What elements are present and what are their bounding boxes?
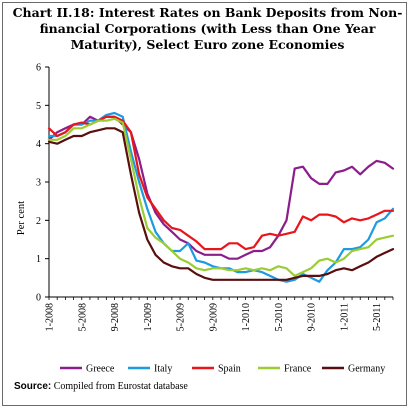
x-tick-label: 9-2010 bbox=[307, 303, 318, 331]
legend-label-italy: Italy bbox=[154, 364, 172, 375]
x-tick-label: 1-2011 bbox=[339, 303, 350, 331]
x-tick-label: 1-2008 bbox=[45, 303, 56, 331]
x-tick-label: 5-2011 bbox=[372, 303, 383, 331]
x-tick-label: 9-2009 bbox=[208, 303, 219, 331]
y-tick-label: 4 bbox=[36, 139, 41, 150]
chart-axes: 0 1 2 3 4 5 6 1-2008 5-2008 9-2008 1-2009 5-2009 9-2… bbox=[36, 63, 394, 331]
y-tick-label: 2 bbox=[36, 216, 41, 227]
source-text: Compiled from Eurostat database bbox=[53, 381, 188, 392]
y-tick-label: 6 bbox=[36, 63, 41, 74]
legend-label-germany: Germany bbox=[348, 364, 385, 375]
y-axis-label: Per cent bbox=[16, 201, 27, 235]
x-tick-label: 5-2008 bbox=[77, 303, 88, 331]
y-tick-label: 3 bbox=[36, 178, 41, 189]
source-note: Source: Compiled from Eurostat database bbox=[14, 381, 188, 392]
series-line-france bbox=[47, 117, 395, 277]
x-tick-label: 1-2009 bbox=[143, 303, 154, 331]
x-tick-label: 1-2010 bbox=[241, 303, 252, 331]
y-tick-label: 0 bbox=[36, 293, 41, 304]
x-tick-label: 5-2009 bbox=[176, 303, 187, 331]
y-tick-label: 5 bbox=[36, 101, 41, 112]
x-tick-label: 9-2008 bbox=[110, 303, 121, 331]
legend-label-greece: Greece bbox=[86, 364, 115, 375]
legend-label-france: France bbox=[284, 364, 312, 375]
series-layer bbox=[47, 111, 395, 283]
legend-label-spain: Spain bbox=[218, 364, 241, 375]
series-line-spain bbox=[47, 115, 395, 251]
source-label: Source: bbox=[14, 381, 52, 392]
y-tick-label: 1 bbox=[36, 254, 41, 265]
series-line-greece bbox=[47, 115, 395, 260]
series-line-italy bbox=[47, 111, 395, 283]
x-tick-label: 5-2010 bbox=[274, 303, 285, 331]
chart-frame bbox=[2, 2, 407, 406]
chart-legend: Greece Italy Spain France Germany bbox=[60, 364, 385, 375]
series-line-germany bbox=[47, 127, 395, 281]
chart-title: Chart II.18: Interest Rates on Bank Depo… bbox=[12, 5, 403, 52]
